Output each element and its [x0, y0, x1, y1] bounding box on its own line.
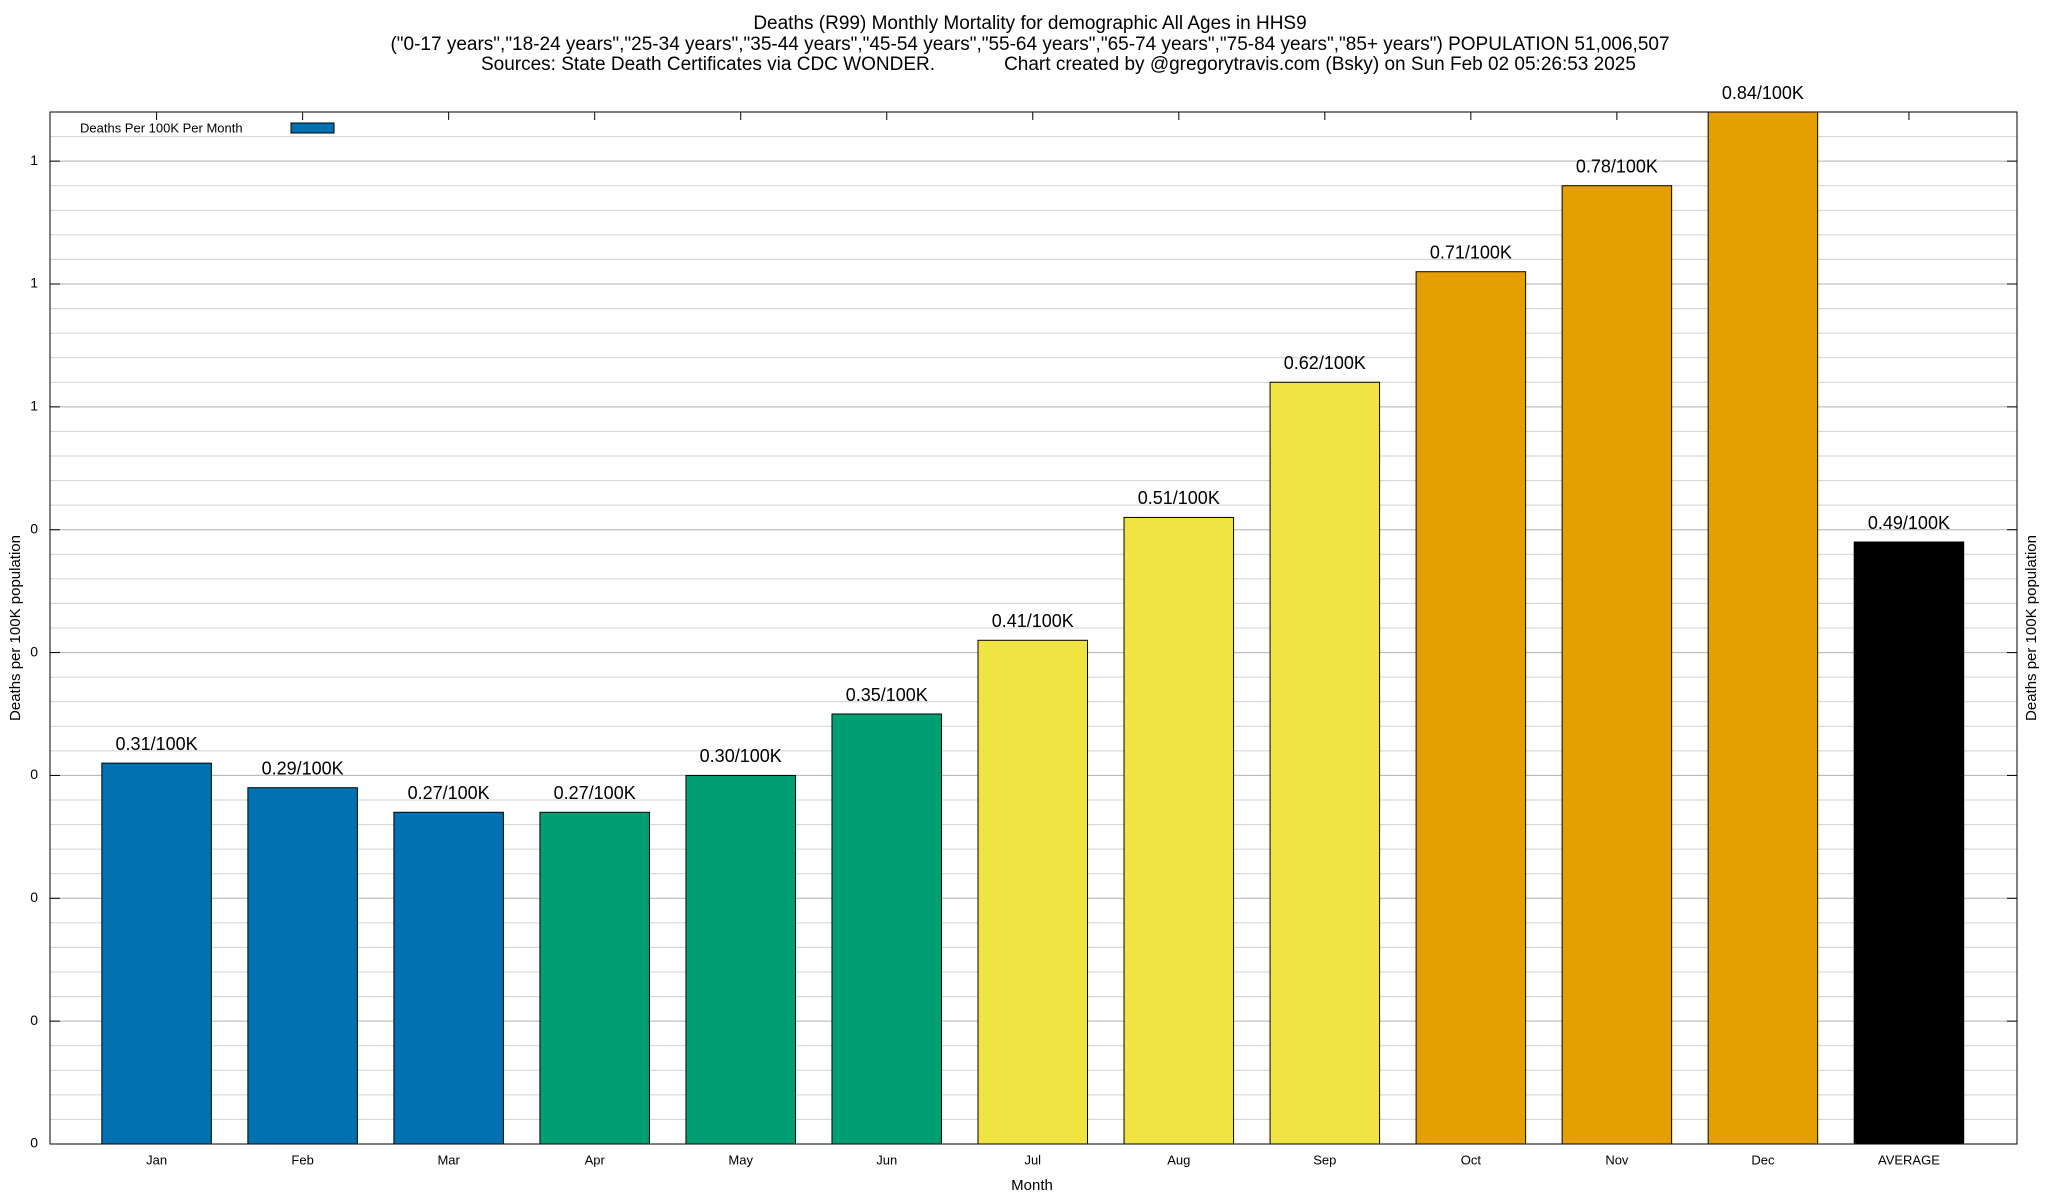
legend-swatch — [290, 122, 335, 134]
bar — [393, 811, 504, 1145]
x-tick-label: AVERAGE — [1878, 1152, 1940, 1167]
y-tick-label: 0 — [30, 1012, 38, 1028]
bar — [1707, 111, 1819, 1145]
value-label: 0.49/100K — [1868, 513, 1950, 533]
x-tick-label: Apr — [585, 1152, 606, 1167]
value-label: 0.84/100K — [1722, 83, 1804, 103]
value-label: 0.35/100K — [846, 685, 928, 705]
x-tick-label: Mar — [437, 1152, 460, 1167]
chart-title: Deaths (R99) Monthly Mortality for demog… — [753, 13, 1306, 34]
source-note: Sources: State Death Certificates via CD… — [481, 54, 935, 75]
y-axis-label: Deaths per 100K population — [7, 535, 24, 721]
y-tick-label: 0 — [30, 643, 38, 659]
legend-label: Deaths Per 100K Per Month — [80, 120, 243, 135]
x-tick-label: May — [728, 1152, 753, 1167]
y-tick-label: 1 — [30, 398, 38, 414]
x-tick-label: Jul — [1024, 1152, 1041, 1167]
x-tick-label: Oct — [1461, 1152, 1482, 1167]
value-label: 0.41/100K — [992, 611, 1074, 631]
y2-axis-label: Deaths per 100K population — [2023, 535, 2040, 721]
bar — [539, 811, 650, 1145]
bar — [1123, 516, 1235, 1145]
x-tick-label: Dec — [1751, 1152, 1775, 1167]
bar — [101, 762, 212, 1145]
value-label: 0.51/100K — [1138, 488, 1220, 508]
bar — [1561, 185, 1673, 1145]
bar — [1853, 541, 1965, 1145]
bar — [247, 787, 358, 1145]
y-tick-label: 0 — [30, 1135, 38, 1151]
value-label: 0.31/100K — [116, 734, 198, 754]
value-label: 0.30/100K — [700, 746, 782, 766]
y-tick-label: 1 — [30, 275, 38, 291]
bar — [1269, 381, 1381, 1145]
x-tick-label: Jan — [146, 1152, 167, 1167]
y-tick-label: 0 — [30, 520, 38, 536]
value-label: 0.71/100K — [1430, 242, 1512, 262]
x-tick-label: Aug — [1167, 1152, 1190, 1167]
x-tick-label: Feb — [291, 1152, 313, 1167]
value-label: 0.29/100K — [262, 758, 344, 778]
y-tick-label: 0 — [30, 766, 38, 782]
bar — [685, 774, 796, 1145]
bar — [1415, 271, 1527, 1145]
value-label: 0.78/100K — [1576, 156, 1658, 176]
y-tick-label: 0 — [30, 889, 38, 905]
x-tick-label: Sep — [1313, 1152, 1336, 1167]
x-tick-label: Nov — [1605, 1152, 1629, 1167]
value-label: 0.27/100K — [554, 783, 636, 803]
bar — [831, 713, 943, 1145]
value-label: 0.62/100K — [1284, 353, 1366, 373]
value-label: 0.27/100K — [408, 783, 490, 803]
chart-subtitle: ("0-17 years","18-24 years","25-34 years… — [390, 34, 1669, 55]
y-tick-label: 1 — [30, 152, 38, 168]
x-tick-label: Jun — [876, 1152, 897, 1167]
bar — [977, 639, 1089, 1145]
credit-note: Chart created by @gregorytravis.com (Bsk… — [1004, 54, 1636, 75]
x-axis-label: Month — [1011, 1177, 1053, 1194]
